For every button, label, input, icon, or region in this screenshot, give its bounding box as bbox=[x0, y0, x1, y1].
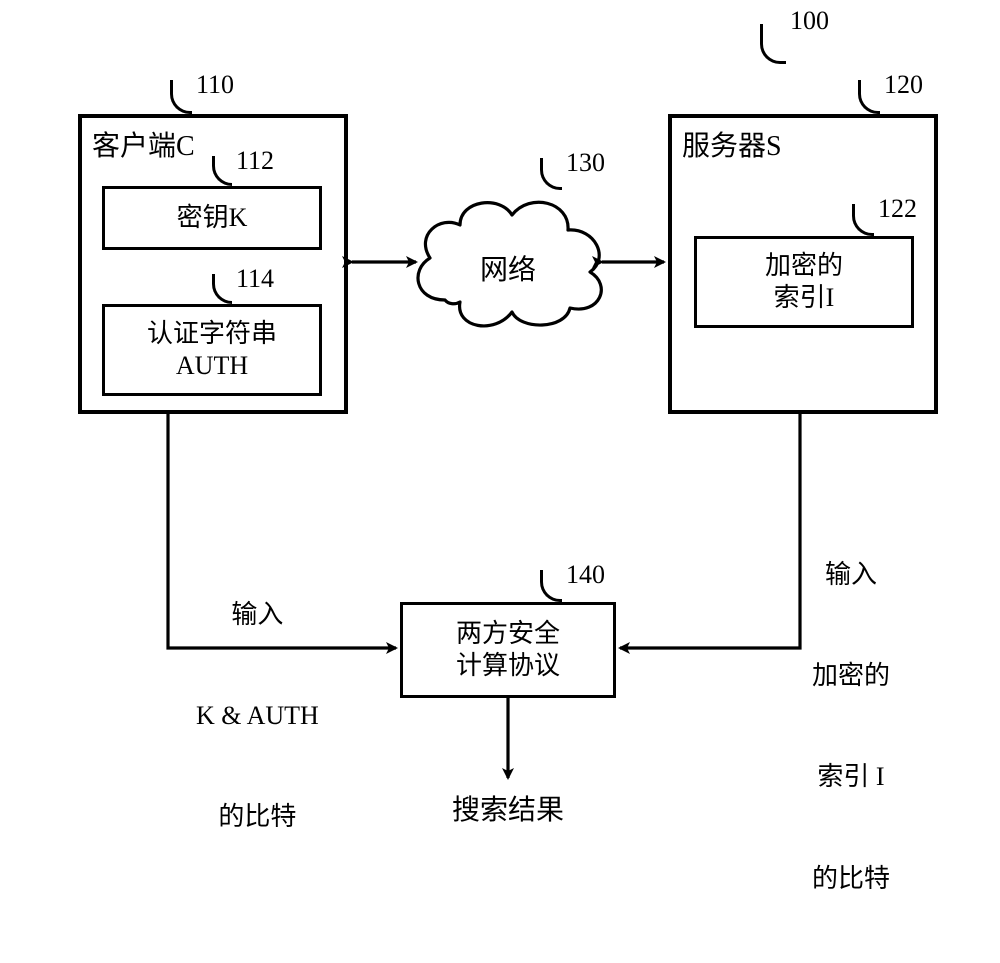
ref-label-122: 122 bbox=[878, 194, 917, 224]
auth-line2: AUTH bbox=[176, 350, 248, 383]
index-box: 加密的 索引I bbox=[694, 236, 914, 328]
protocol-box: 两方安全 计算协议 bbox=[400, 602, 616, 698]
ref-label-112: 112 bbox=[236, 146, 274, 176]
protocol-line1: 两方安全 bbox=[456, 618, 560, 651]
ref-tick-140 bbox=[540, 570, 562, 602]
protocol-line2: 计算协议 bbox=[456, 650, 560, 683]
ref-tick-110 bbox=[170, 80, 192, 114]
diagram-canvas: 100 客户端C 110 密钥K 112 认证字符串 AUTH 114 服务器S… bbox=[0, 0, 1000, 913]
ref-label-120: 120 bbox=[884, 70, 923, 100]
index-line2: 索引I bbox=[774, 282, 835, 315]
server-title: 服务器S bbox=[682, 124, 782, 164]
ref-label-100: 100 bbox=[790, 6, 829, 36]
key-label: 密钥K bbox=[177, 202, 248, 235]
ref-tick-100 bbox=[760, 24, 786, 64]
client-input-l1: 输入 bbox=[196, 598, 319, 632]
network-label: 网络 bbox=[480, 248, 536, 288]
client-input-l3: 的比特 bbox=[196, 800, 319, 834]
server-input-l1: 输入 bbox=[812, 558, 890, 592]
client-input-label: 输入 K & AUTH 的比特 bbox=[196, 530, 319, 902]
ref-tick-120 bbox=[858, 80, 880, 114]
server-input-l4: 的比特 bbox=[812, 862, 890, 896]
auth-box: 认证字符串 AUTH bbox=[102, 304, 322, 396]
client-title: 客户端C bbox=[92, 124, 195, 164]
client-input-l2: K & AUTH bbox=[196, 699, 319, 733]
result-label: 搜索结果 bbox=[452, 788, 564, 828]
server-input-l2: 加密的 bbox=[812, 659, 890, 693]
ref-label-114: 114 bbox=[236, 264, 274, 294]
key-box: 密钥K bbox=[102, 186, 322, 250]
server-input-label: 输入 加密的 索引 I 的比特 bbox=[812, 490, 890, 963]
server-input-l3: 索引 I bbox=[812, 760, 890, 794]
ref-label-130: 130 bbox=[566, 148, 605, 178]
index-line1: 加密的 bbox=[765, 250, 843, 283]
ref-label-110: 110 bbox=[196, 70, 234, 100]
auth-line1: 认证字符串 bbox=[147, 318, 277, 351]
ref-label-140: 140 bbox=[566, 560, 605, 590]
